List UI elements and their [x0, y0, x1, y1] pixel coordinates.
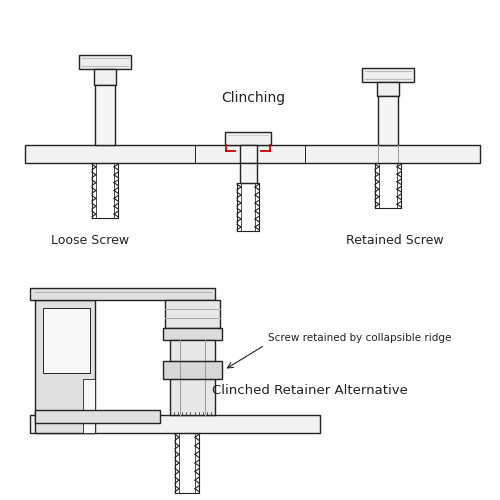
Bar [163, 328, 222, 340]
Bar [35, 300, 95, 433]
Text: Clinching: Clinching [221, 91, 285, 105]
Bar [163, 360, 222, 380]
Bar [378, 96, 398, 145]
Text: Loose Screw: Loose Screw [51, 234, 129, 246]
Bar [240, 145, 257, 163]
Text: Clinched Retainer Alternative: Clinched Retainer Alternative [212, 384, 408, 396]
Bar [43, 308, 90, 373]
Bar [30, 415, 320, 433]
Bar [35, 410, 160, 423]
Bar [170, 340, 215, 415]
Bar [25, 145, 480, 163]
Text: Screw retained by collapsible ridge: Screw retained by collapsible ridge [268, 333, 452, 343]
Bar [240, 163, 257, 183]
Text: Retained Screw: Retained Screw [346, 234, 444, 246]
Bar [225, 132, 271, 145]
Bar [83, 379, 95, 433]
Bar [377, 82, 399, 96]
Bar [30, 288, 215, 300]
Bar [94, 69, 116, 85]
Bar [362, 68, 414, 82]
Bar [165, 300, 220, 328]
Bar [95, 85, 115, 145]
Bar [79, 55, 131, 69]
